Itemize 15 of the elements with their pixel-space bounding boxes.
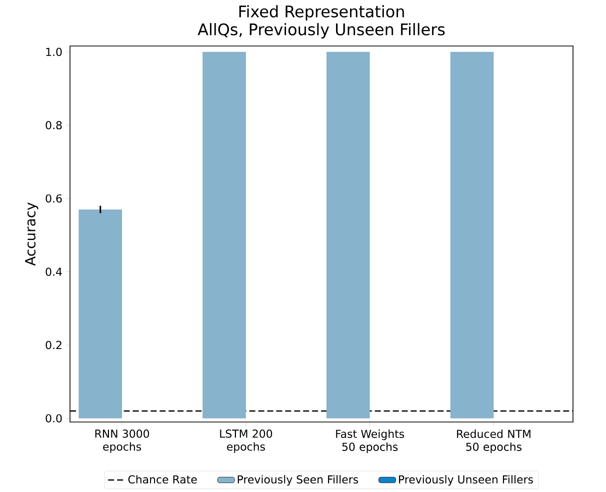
legend-label: Previously Seen Fillers (238, 475, 358, 486)
legend-label: Chance Rate (128, 475, 197, 484)
x-tick-label: Reduced NTM 50 epochs (457, 430, 530, 454)
legend-label: Previously Unseen Fillers (399, 475, 533, 486)
y-tick-label: 0.0 (46, 414, 62, 422)
x-tick-label: RNN 3000 epochs (95, 430, 150, 453)
y-tick-label: 0.2 (46, 340, 62, 350)
x-tick-label: LSTM 200 epochs (220, 430, 272, 453)
y-tick-label: 1.0 (46, 48, 62, 56)
chart-title: Fixed Representation AllQs, Previously Unseen Fillers (198, 5, 445, 38)
y-axis-title: Accuracy (25, 202, 38, 266)
y-tick-label: 0.8 (46, 121, 62, 130)
y-tick-label: 0.4 (46, 268, 62, 276)
y-tick-label: 0.6 (46, 194, 62, 203)
x-tick-label: Fast Weights 50 epochs (336, 430, 404, 454)
